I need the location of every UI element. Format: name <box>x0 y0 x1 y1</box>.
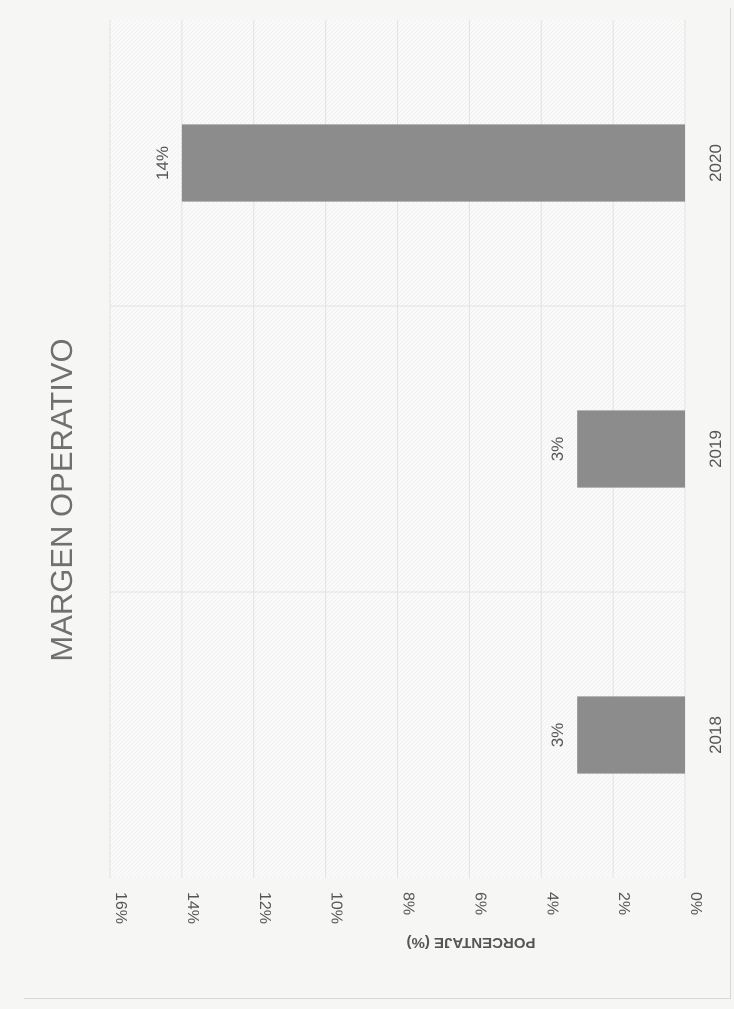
category-label-2019: 2019 <box>706 430 725 468</box>
y-tick-label: 16% <box>112 892 129 924</box>
y-tick-label: 8% <box>400 892 417 915</box>
bars <box>181 124 685 774</box>
y-tick-label: 2% <box>615 892 632 915</box>
y-tick-label: 10% <box>328 892 345 924</box>
category-label-2018: 2018 <box>706 716 725 754</box>
bar-2018 <box>577 696 685 774</box>
bar-2019 <box>577 410 685 488</box>
data-labels: 3% 3% 14% <box>153 146 567 747</box>
y-tick-label: 6% <box>471 892 488 915</box>
category-labels: 2018 2019 2020 <box>706 144 725 754</box>
y-axis-ticks: 0% 2% 4% 6% 8% 10% 12% 14% 16% <box>112 892 704 924</box>
data-label-2019: 3% <box>548 437 567 462</box>
y-axis-label: PORCENTAJE (%) <box>407 934 536 951</box>
chart-frame <box>24 8 731 999</box>
chart-title: MARGEN OPERATIVO <box>44 338 79 661</box>
data-label-2020: 14% <box>153 146 172 180</box>
y-tick-label: 0% <box>687 892 704 915</box>
bar-2020 <box>181 124 685 202</box>
y-tick-label: 4% <box>543 892 560 915</box>
y-tick-label: 14% <box>184 892 201 924</box>
category-label-2020: 2020 <box>706 144 725 182</box>
data-label-2018: 3% <box>548 723 567 748</box>
y-tick-label: 12% <box>256 892 273 924</box>
